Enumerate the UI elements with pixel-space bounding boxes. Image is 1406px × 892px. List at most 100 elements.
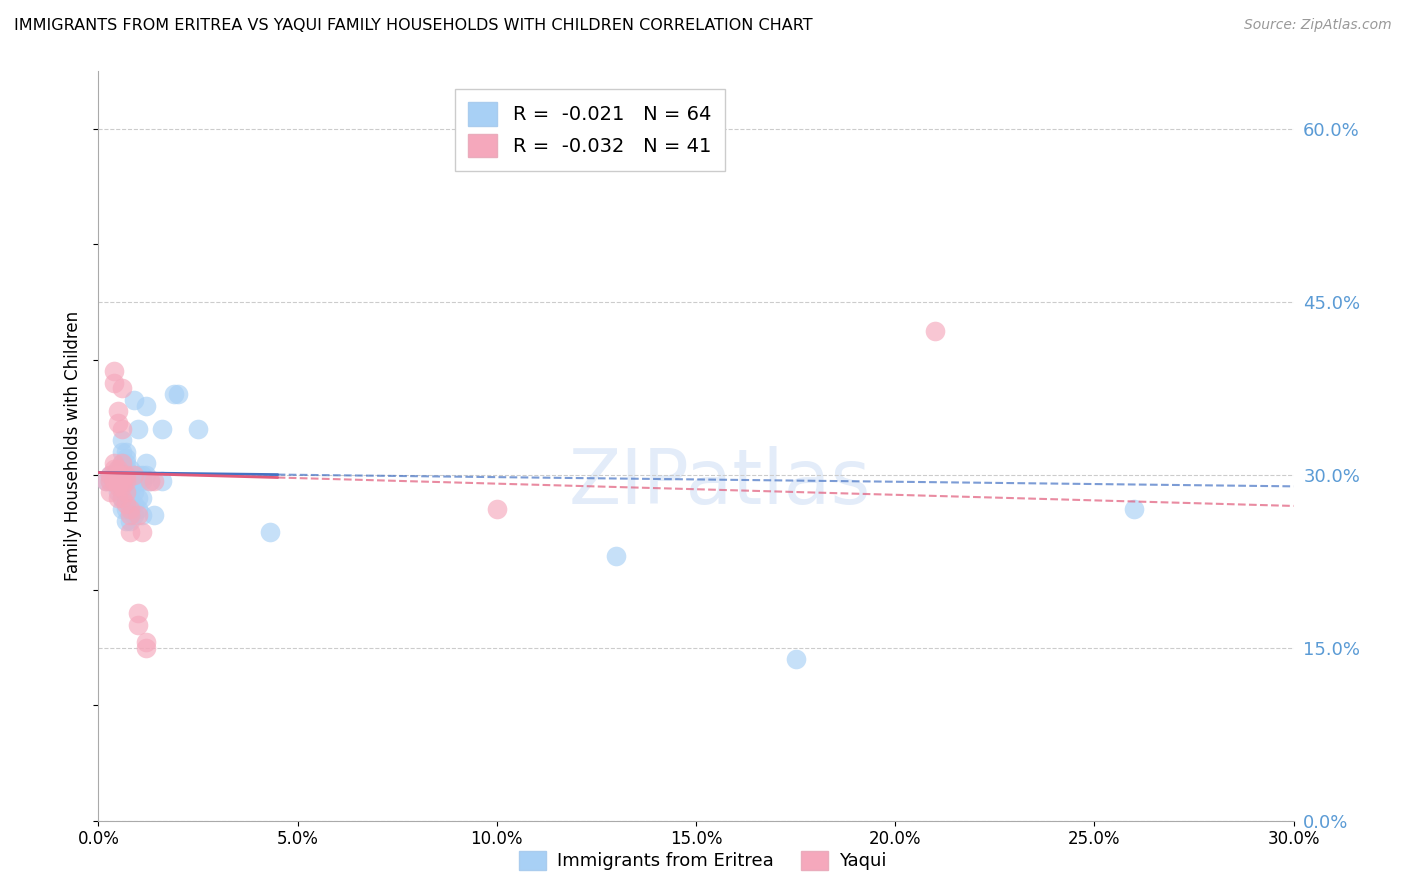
Point <box>150 422 173 436</box>
Point <box>143 474 166 488</box>
Text: ZIPatlas: ZIPatlas <box>568 447 872 520</box>
Point <box>115 474 138 488</box>
Point <box>111 467 134 482</box>
Point <box>111 474 134 488</box>
Point <box>120 474 142 488</box>
Point <box>163 387 186 401</box>
Point <box>111 467 134 482</box>
Point <box>111 381 134 395</box>
Point <box>135 456 157 470</box>
Point <box>135 399 157 413</box>
Point <box>131 491 153 505</box>
Point <box>111 462 134 476</box>
Point <box>107 479 129 493</box>
Point <box>167 387 190 401</box>
Point <box>131 474 153 488</box>
Point <box>107 491 129 505</box>
Point <box>124 467 146 482</box>
Legend: Immigrants from Eritrea, Yaqui: Immigrants from Eritrea, Yaqui <box>512 844 894 878</box>
Point <box>111 474 134 488</box>
Point <box>120 467 142 482</box>
Point <box>124 508 146 523</box>
Point <box>96 474 118 488</box>
Point <box>127 467 149 482</box>
Point <box>485 502 508 516</box>
Point <box>115 450 138 465</box>
Point <box>785 652 807 666</box>
Point <box>115 502 138 516</box>
Text: IMMIGRANTS FROM ERITREA VS YAQUI FAMILY HOUSEHOLDS WITH CHILDREN CORRELATION CHA: IMMIGRANTS FROM ERITREA VS YAQUI FAMILY … <box>14 18 813 33</box>
Point <box>131 467 153 482</box>
Point <box>111 456 134 470</box>
Point <box>120 462 142 476</box>
Point <box>107 474 129 488</box>
Point <box>1123 502 1146 516</box>
Point <box>127 606 149 620</box>
Point <box>115 462 138 476</box>
Point <box>135 635 157 649</box>
Point <box>111 491 134 505</box>
Point <box>111 479 134 493</box>
Point <box>107 404 129 418</box>
Point <box>120 502 142 516</box>
Point <box>111 502 134 516</box>
Point <box>259 525 281 540</box>
Point <box>103 376 125 390</box>
Point <box>124 467 146 482</box>
Point <box>124 485 146 500</box>
Point <box>127 617 149 632</box>
Point <box>107 462 129 476</box>
Point <box>115 497 138 511</box>
Point <box>115 444 138 458</box>
Point <box>131 508 153 523</box>
Point <box>115 485 138 500</box>
Point <box>103 474 125 488</box>
Point <box>107 416 129 430</box>
Point <box>103 474 125 488</box>
Point <box>139 474 162 488</box>
Point <box>124 392 146 407</box>
Point <box>127 474 149 488</box>
Point <box>115 467 138 482</box>
Point <box>115 474 138 488</box>
Point <box>103 456 125 470</box>
Point <box>127 508 149 523</box>
Point <box>139 474 162 488</box>
Point <box>103 467 125 482</box>
Point <box>111 422 134 436</box>
Point <box>924 324 946 338</box>
Text: Source: ZipAtlas.com: Source: ZipAtlas.com <box>1244 18 1392 32</box>
Point <box>98 467 122 482</box>
Point <box>187 422 209 436</box>
Point <box>605 549 627 563</box>
Point <box>111 479 134 493</box>
Point <box>98 474 122 488</box>
Point <box>107 462 129 476</box>
Point <box>131 525 153 540</box>
Point <box>124 497 146 511</box>
Point <box>120 485 142 500</box>
Point <box>107 467 129 482</box>
Point <box>120 514 142 528</box>
Point <box>98 467 122 482</box>
Point <box>115 514 138 528</box>
Point <box>115 479 138 493</box>
Point <box>107 467 129 482</box>
Point <box>120 508 142 523</box>
Point <box>111 485 134 500</box>
Point <box>120 479 142 493</box>
Point <box>135 467 157 482</box>
Point <box>115 467 138 482</box>
Point <box>107 474 129 488</box>
Point <box>120 497 142 511</box>
Point <box>150 474 173 488</box>
Point <box>103 364 125 378</box>
Point <box>98 485 122 500</box>
Point <box>98 474 122 488</box>
Point <box>111 444 134 458</box>
Point <box>120 525 142 540</box>
Point <box>115 456 138 470</box>
Point <box>111 434 134 448</box>
Point <box>135 640 157 655</box>
Point <box>127 491 149 505</box>
